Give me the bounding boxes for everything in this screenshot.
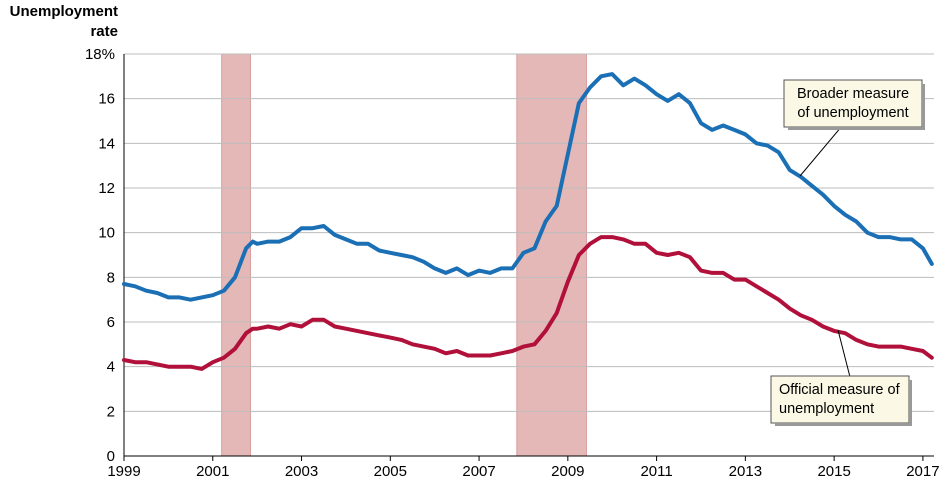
series-lines bbox=[122, 72, 934, 371]
broader-series-line bbox=[122, 72, 934, 302]
official-callout: Official measure of unemployment bbox=[770, 329, 912, 426]
official-callout-line-2: unemployment bbox=[779, 401, 874, 417]
official-series-line bbox=[122, 235, 934, 371]
official-callout-shadow bbox=[909, 380, 912, 426]
y-tick-label: 8 bbox=[107, 269, 115, 286]
official-callout-shadow-bottom bbox=[775, 423, 912, 426]
x-tick-label: 2013 bbox=[729, 463, 762, 479]
y-axis-label-line-2: rate bbox=[90, 23, 118, 40]
y-tick-label: 6 bbox=[107, 314, 115, 331]
broader-callout-line-1: Broader measure bbox=[797, 86, 909, 102]
y-tick-label: 0 bbox=[107, 448, 115, 465]
broader-callout-leader bbox=[799, 125, 843, 177]
y-tick-label: 10 bbox=[98, 225, 115, 242]
x-tick-label: 2009 bbox=[551, 463, 584, 479]
y-tick-label: 16 bbox=[98, 91, 115, 108]
official-callout-line-1: Official measure of bbox=[779, 382, 901, 398]
broader-callout-line-2: of unemployment bbox=[797, 105, 908, 121]
y-tick-label: 18% bbox=[85, 46, 115, 63]
broader-callout-box bbox=[783, 79, 923, 128]
x-tick-label: 2015 bbox=[817, 463, 850, 479]
broader-callout-shadow-bottom bbox=[788, 127, 925, 130]
y-tick-label: 2 bbox=[107, 403, 115, 420]
x-tick-label: 2011 bbox=[640, 463, 672, 479]
x-tick-label: 2003 bbox=[285, 463, 318, 479]
x-tick-label: 2007 bbox=[462, 463, 495, 479]
x-tick-label: 2001 bbox=[196, 463, 229, 479]
x-tick-labels: 1999 2001 2003 2005 2007 2009 2011 2013 2015 2017 bbox=[107, 456, 940, 479]
recession-band-1 bbox=[221, 53, 251, 457]
y-axis-label: Unemployment rate bbox=[10, 3, 118, 40]
x-tick-label: 2017 bbox=[906, 463, 939, 479]
broader-callout-shadow bbox=[922, 84, 925, 130]
y-tick-label: 14 bbox=[98, 135, 115, 152]
official-callout-leader bbox=[837, 329, 851, 378]
y-tick-label: 4 bbox=[107, 359, 115, 376]
broader-callout: Broader measure of unemployment bbox=[783, 79, 925, 177]
x-tick-label: 1999 bbox=[107, 463, 140, 479]
y-tick-labels: 0 2 4 6 8 10 12 14 16 18% bbox=[85, 46, 115, 465]
x-tick-label: 2005 bbox=[374, 463, 407, 479]
y-axis-label-line-1: Unemployment bbox=[10, 3, 118, 20]
y-tick-label: 12 bbox=[98, 180, 115, 197]
axes bbox=[123, 54, 934, 457]
